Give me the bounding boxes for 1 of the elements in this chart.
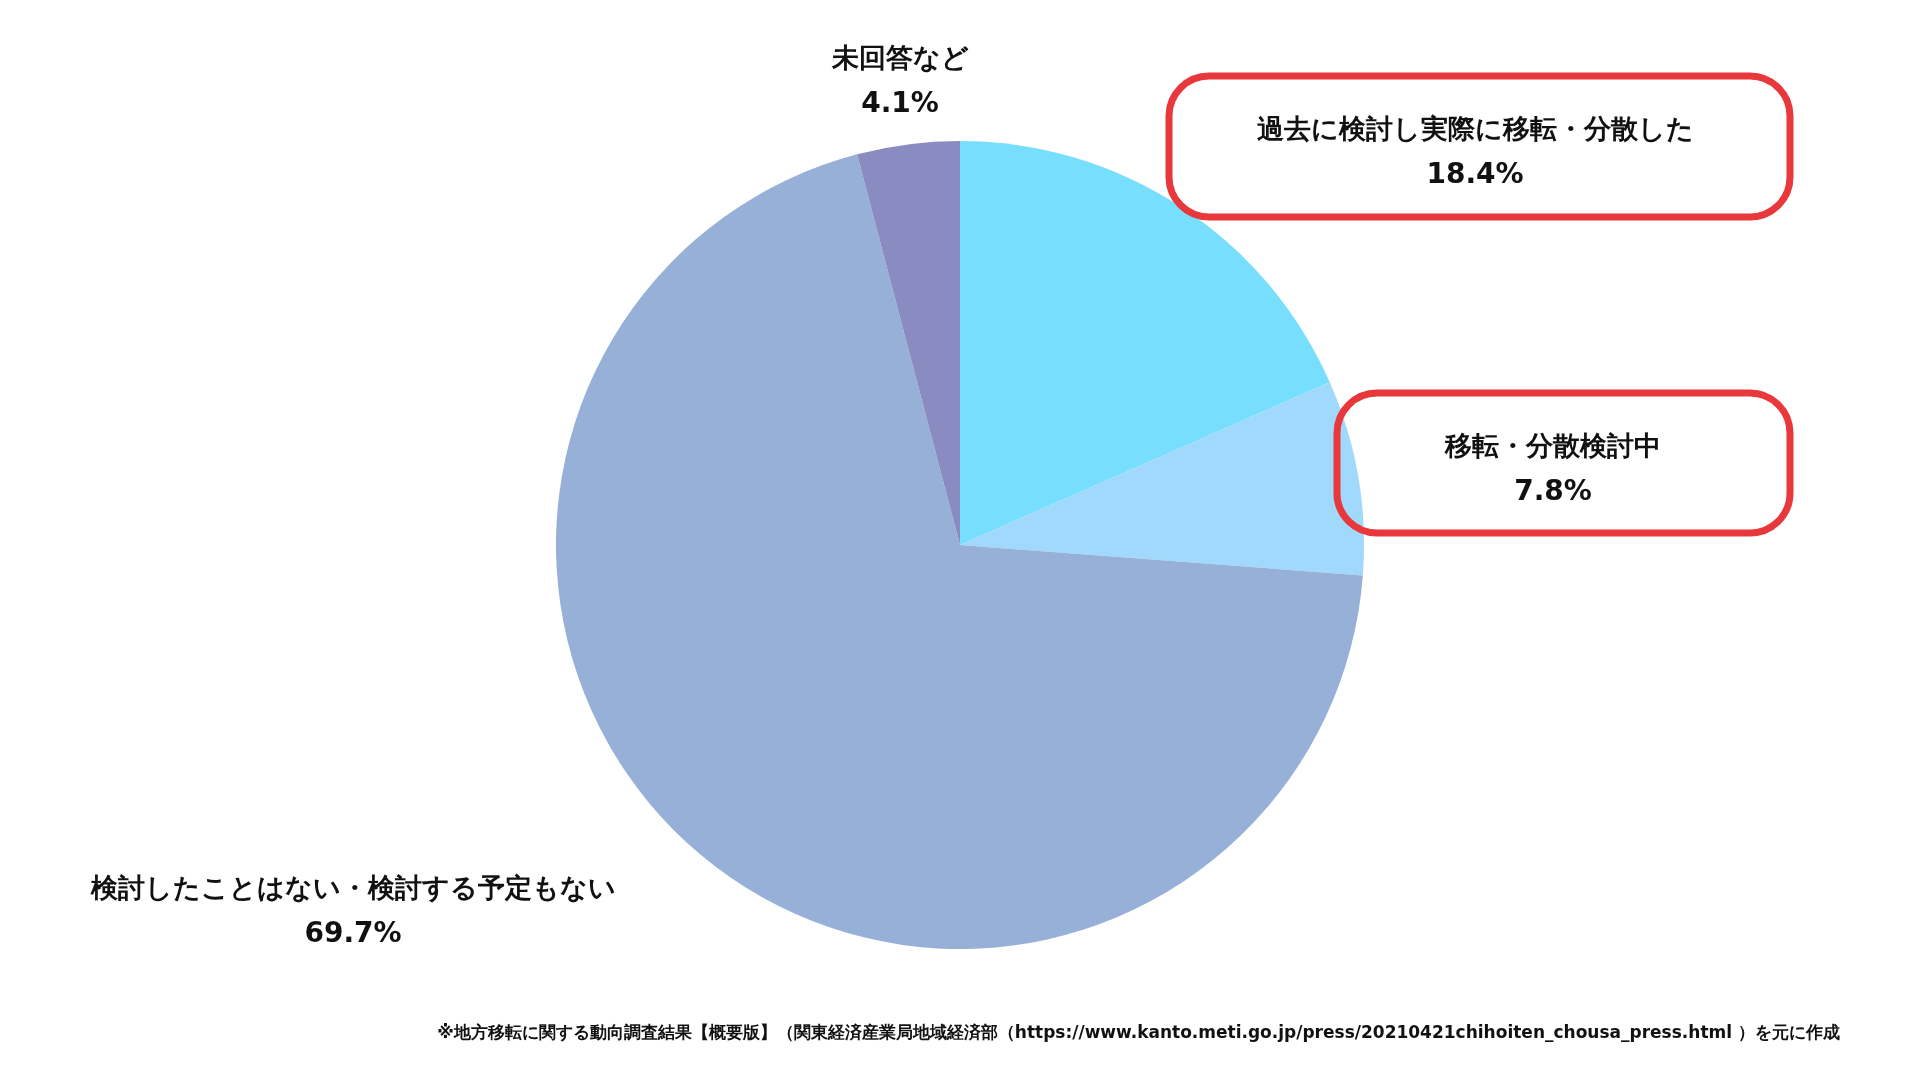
text: ※地方移転に関する動向調査結果【概要版】（関東経済産業局地域経済部（https://www.kanto.meti.go.jp/press/20210421chihoiten_chousa_press.html ）を元に作成 xyxy=(437,1022,1840,1042)
